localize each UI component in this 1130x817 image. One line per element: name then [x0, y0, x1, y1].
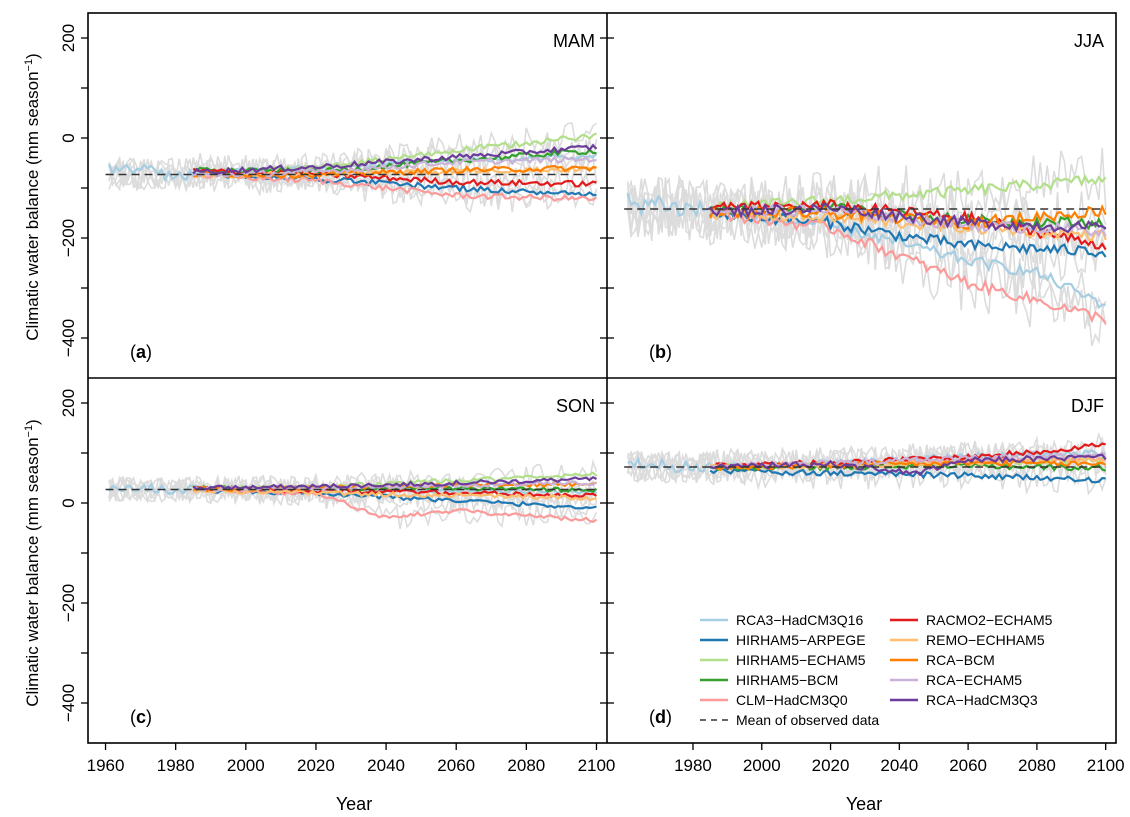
x-tick-label: 2000	[743, 756, 781, 775]
series-line-d-1	[709, 466, 1106, 484]
x-tick-label: 2080	[507, 756, 545, 775]
legend-entry-mean: Mean of observed data	[736, 712, 879, 728]
legend-entry: RACMO2−ECHAM5	[926, 612, 1053, 628]
x-axis-label-right: Year	[846, 794, 882, 814]
y-tick-label: −400	[59, 319, 78, 357]
y-tick-label: 200	[59, 24, 78, 52]
series-line-d-9	[709, 453, 1107, 477]
x-tick-label: 2020	[812, 756, 850, 775]
season-label-c: SON	[556, 396, 595, 416]
x-tick-label: 2060	[949, 756, 987, 775]
y-tick-label: 0	[59, 133, 78, 142]
season-label-b: JJA	[1074, 31, 1104, 51]
y-tick-label: −200	[59, 219, 78, 257]
y-tick-label: −200	[59, 584, 78, 622]
plot-area-b	[624, 147, 1107, 346]
legend-entry: HIRHAM5−ARPEGE	[736, 632, 866, 648]
x-tick-label: 2100	[1087, 756, 1125, 775]
y-axis-label-bottom: Climatic water balance (mm season−1)	[23, 419, 42, 706]
x-tick-label: 1980	[157, 756, 195, 775]
historical-line	[108, 481, 194, 495]
series-line-b-2	[709, 173, 1107, 215]
historical-line	[107, 163, 195, 183]
panel-letter-a: (a)	[130, 342, 152, 362]
panel-letter-d: (d)	[649, 707, 672, 727]
y-tick-label: 0	[59, 498, 78, 507]
panel-letter-c: (c)	[130, 707, 152, 727]
plot-area-a	[105, 121, 598, 214]
series-line-d-3	[709, 461, 1107, 472]
x-tick-label: 2080	[1018, 756, 1056, 775]
y-axis-label-top: Climatic water balance (mm season−1)	[23, 53, 42, 340]
series-line-b-7	[709, 204, 1107, 230]
raw-simulation-line	[108, 475, 598, 512]
panel-letter-b: (b)	[649, 342, 672, 362]
panel-c: SON (c)	[105, 396, 598, 727]
x-tick-label: 2000	[227, 756, 265, 775]
series-line-b-8	[709, 203, 1107, 238]
series-line-b-1	[709, 205, 1107, 258]
legend-entry: CLM−HadCM3Q0	[736, 692, 848, 708]
series-line-a-9	[192, 143, 598, 175]
legend-entry: RCA−BCM	[926, 652, 995, 668]
legend-entry: RCA−ECHAM5	[926, 672, 1022, 688]
x-tick-label: 2020	[297, 756, 335, 775]
plot-area-c	[105, 458, 598, 529]
x-tick-label: 1980	[674, 756, 712, 775]
series-line-b-5	[709, 198, 1107, 251]
series-line-a-5	[192, 167, 597, 188]
legend-entry: RCA−HadCM3Q3	[926, 692, 1038, 708]
legend-entry: HIRHAM5−BCM	[736, 672, 838, 688]
x-axis-label-left: Year	[336, 794, 372, 814]
x-tick-label: 2060	[437, 756, 475, 775]
series-line-c-5	[192, 485, 598, 498]
plot-area-d	[624, 431, 1107, 496]
series-line-c-6	[192, 488, 597, 502]
y-tick-label: −400	[59, 684, 78, 722]
historical-line	[627, 456, 711, 474]
raw-simulation-line	[626, 147, 1107, 238]
legend-entry: REMO−ECHHAM5	[926, 632, 1045, 648]
series-line-c-9	[192, 476, 597, 491]
panel-d: DJF (d)	[624, 396, 1107, 727]
x-tick-label: 1960	[87, 756, 125, 775]
series-line-a-7	[193, 164, 597, 180]
x-tick-label: 2040	[367, 756, 405, 775]
legend-entry: RCA3−HadCM3Q16	[736, 612, 863, 628]
raw-simulation-line	[626, 174, 1107, 262]
legend-entry: HIRHAM5−ECHAM5	[736, 652, 866, 668]
y-tick-label: 200	[59, 389, 78, 417]
legend: RCA3−HadCM3Q16 HIRHAM5−ARPEGE HIRHAM5−ECHA…	[700, 612, 1053, 728]
panel-b: JJA (b)	[624, 31, 1107, 362]
series-line-a-8	[192, 155, 597, 178]
panels-layer: MAM (a) JJA (b) SON (c) DJF (d)	[105, 31, 1107, 727]
series-line-c-2	[192, 471, 598, 491]
historical-line	[626, 192, 711, 218]
season-label-a: MAM	[553, 31, 595, 51]
panel-a: MAM (a)	[105, 31, 598, 362]
raw-simulation-line	[108, 158, 598, 214]
series-line-b-9	[709, 202, 1107, 234]
x-tick-label: 2040	[880, 756, 918, 775]
x-tick-label: 2100	[578, 756, 616, 775]
season-label-d: DJF	[1071, 396, 1104, 416]
